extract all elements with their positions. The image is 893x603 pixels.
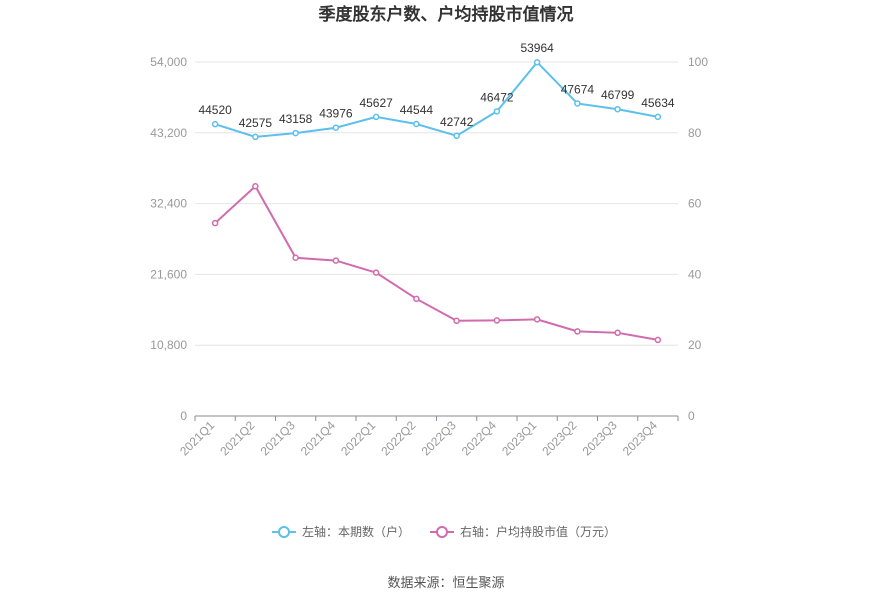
data-point <box>533 58 541 66</box>
data-point <box>574 100 581 107</box>
x-tick-label: 2021Q1 <box>177 418 217 458</box>
legend-marker <box>278 526 290 538</box>
data-point <box>332 257 340 264</box>
x-tick-label: 2023Q2 <box>539 418 579 458</box>
data-label: 45627 <box>359 96 393 110</box>
data-label: 47674 <box>561 82 595 96</box>
chart-title: 季度股东户数、户均持股市值情况 <box>319 4 574 24</box>
data-point <box>372 113 380 121</box>
data-label: 42575 <box>239 116 273 130</box>
right-tick-label: 0 <box>688 409 695 423</box>
series-1: 44520 42575 43158 43976 45627 44544 42742 46472… <box>198 41 675 141</box>
data-label: 43158 <box>279 112 313 126</box>
right-tick-label: 60 <box>688 197 702 211</box>
x-tick-label: 2022Q2 <box>378 418 418 458</box>
x-tick-label: 2021Q3 <box>258 418 298 458</box>
series-line <box>214 184 659 341</box>
x-axis: 2021Q1 2021Q2 2021Q3 2021Q4 2022Q1 2022Q2 2022… <box>177 415 679 458</box>
x-tick-label: 2023Q1 <box>499 418 539 458</box>
data-label: 45634 <box>641 96 675 110</box>
data-point <box>453 132 460 140</box>
left-tick-label: 43,200 <box>150 126 187 140</box>
right-tick-label: 20 <box>688 338 702 352</box>
data-label: 53964 <box>520 41 554 55</box>
data-point <box>493 108 501 115</box>
series-2 <box>211 183 662 344</box>
right-axis-ticks: 0 20 40 60 80 100 <box>688 55 708 423</box>
x-tick-label: 2023Q4 <box>620 418 660 458</box>
data-point <box>614 105 621 113</box>
data-point <box>211 120 219 128</box>
data-point <box>252 183 259 190</box>
legend-label: 左轴：本期数（户） <box>302 524 410 539</box>
data-point <box>252 133 259 141</box>
data-point <box>533 316 541 323</box>
x-tick-label: 2021Q4 <box>298 418 338 458</box>
legend[interactable]: 左轴：本期数（户） 右轴：户均持股市值（万元） <box>272 524 616 539</box>
series-line <box>214 60 659 138</box>
right-tick-label: 80 <box>688 126 702 140</box>
data-source: 数据来源：恒生聚源 <box>387 575 504 590</box>
left-tick-label: 54,000 <box>150 55 187 69</box>
left-tick-label: 32,400 <box>150 197 187 211</box>
x-tick-label: 2022Q1 <box>338 418 378 458</box>
x-tick-label: 2021Q2 <box>217 418 257 458</box>
data-point <box>574 328 581 335</box>
x-tick-label: 2022Q3 <box>419 418 459 458</box>
left-tick-label: 10,800 <box>150 338 187 352</box>
grid-lines <box>195 61 678 346</box>
data-point <box>211 219 219 227</box>
series-layer: 44520 42575 43158 43976 45627 44544 42742 46472… <box>198 41 675 344</box>
left-tick-label: 21,600 <box>150 267 187 281</box>
right-tick-label: 100 <box>688 55 708 69</box>
left-tick-label: 0 <box>180 409 187 423</box>
data-point <box>413 295 420 303</box>
data-point <box>654 336 662 344</box>
legend-label: 右轴：户均持股市值（万元） <box>460 524 616 539</box>
data-point <box>453 317 460 325</box>
data-label: 42742 <box>440 115 474 129</box>
data-label: 44544 <box>400 103 434 117</box>
data-point <box>292 129 299 137</box>
x-tick-label: 2022Q4 <box>459 418 499 458</box>
left-axis-ticks: 0 10,800 21,600 32,400 43,200 54,000 <box>150 55 187 423</box>
data-label: 44520 <box>198 103 232 117</box>
data-point <box>413 120 420 128</box>
data-label: 43976 <box>319 107 353 121</box>
data-point <box>332 124 340 131</box>
data-point <box>372 269 380 276</box>
legend-item-2[interactable]: 右轴：户均持股市值（万元） <box>430 524 616 539</box>
data-label: 46799 <box>601 88 635 102</box>
data-label: 46472 <box>480 90 514 104</box>
data-point <box>292 254 299 262</box>
data-point <box>654 113 662 121</box>
legend-item-1[interactable]: 左轴：本期数（户） <box>272 524 410 539</box>
data-point <box>493 317 501 324</box>
data-point <box>614 329 621 337</box>
legend-marker <box>436 526 448 538</box>
x-tick-label: 2023Q3 <box>580 418 620 458</box>
right-tick-label: 40 <box>688 267 702 281</box>
